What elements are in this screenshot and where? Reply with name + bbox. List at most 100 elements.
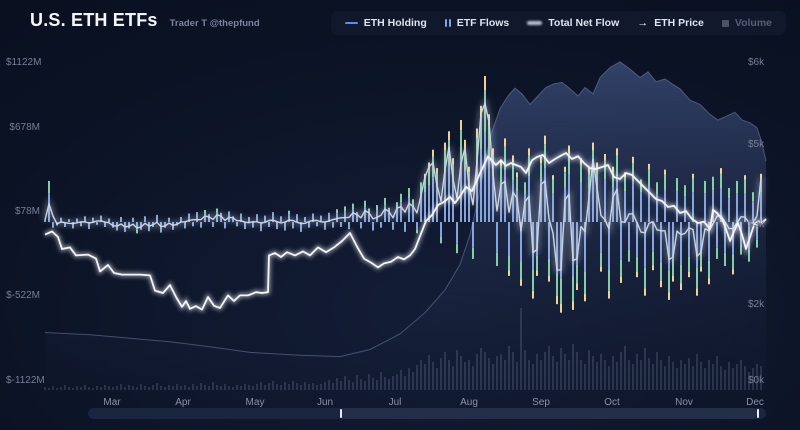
volume-bar bbox=[668, 356, 670, 390]
etf-flow-bar bbox=[580, 164, 582, 183]
scrollbar-selected-range[interactable] bbox=[340, 408, 757, 419]
legend-item-eth-holding[interactable]: ETH Holding bbox=[344, 17, 427, 29]
etf-flow-bar bbox=[508, 270, 510, 276]
volume-bar bbox=[708, 360, 710, 390]
etf-flow-bar bbox=[284, 222, 286, 231]
right-axis-tick: $5k bbox=[748, 139, 765, 150]
volume-bar bbox=[720, 366, 722, 390]
etf-flow-bar bbox=[108, 218, 110, 222]
etf-flow-bar bbox=[608, 269, 610, 291]
volume-bar bbox=[276, 384, 278, 390]
etf-flow-bar bbox=[500, 165, 502, 184]
volume-bar bbox=[248, 385, 250, 390]
etf-flow-bar bbox=[512, 155, 514, 163]
etf-flow-bar bbox=[440, 236, 442, 244]
month-label: May bbox=[245, 397, 265, 408]
etf-flow-bar bbox=[704, 193, 706, 222]
etf-flow-bar bbox=[668, 292, 670, 300]
volume-bar bbox=[124, 387, 126, 390]
etf-flow-bar bbox=[44, 219, 46, 222]
volume-bar bbox=[432, 362, 434, 390]
volume-bar bbox=[588, 350, 590, 390]
volume-bar bbox=[712, 364, 714, 390]
legend: ETH Holding ETF Flows Total Net Flow → ETH P… bbox=[330, 11, 786, 35]
etf-flow-bar bbox=[688, 222, 690, 257]
etf-flow-bar bbox=[472, 247, 474, 259]
etf-flow-bar bbox=[736, 193, 738, 222]
etf-flow-bar bbox=[204, 210, 206, 214]
etf-flow-bar bbox=[448, 165, 450, 222]
volume-bar bbox=[60, 387, 62, 390]
etf-flow-bar bbox=[520, 222, 522, 262]
legend-item-etf-flows[interactable]: ETF Flows bbox=[444, 17, 509, 29]
volume-bar bbox=[252, 386, 254, 390]
volume-bar bbox=[492, 364, 494, 390]
etf-flow-bar bbox=[200, 222, 202, 228]
etf-flow-bar bbox=[288, 210, 290, 215]
legend-item-volume[interactable]: Volume bbox=[721, 17, 772, 29]
etf-flow-bar bbox=[460, 158, 462, 222]
volume-bar bbox=[152, 385, 154, 390]
etf-flow-bar bbox=[524, 182, 526, 195]
etf-flow-bar bbox=[620, 276, 622, 283]
etf-flow-bar bbox=[732, 254, 734, 270]
arrow-line-icon: → bbox=[637, 17, 649, 29]
legend-item-total-net-flow[interactable]: Total Net Flow bbox=[527, 17, 619, 29]
etf-flow-bar bbox=[368, 208, 370, 213]
etf-flow-bar bbox=[344, 206, 346, 212]
volume-bar bbox=[176, 384, 178, 390]
etf-flow-bar bbox=[648, 169, 650, 186]
etf-flow-bar bbox=[408, 188, 410, 199]
volume-bar bbox=[220, 386, 222, 390]
etf-flow-bar bbox=[252, 222, 254, 228]
volume-bar bbox=[524, 350, 526, 390]
volume-bar bbox=[692, 366, 694, 390]
etf-flow-bar bbox=[276, 222, 278, 230]
volume-bar bbox=[560, 348, 562, 390]
volume-bar bbox=[444, 352, 446, 390]
volume-bar bbox=[756, 364, 758, 390]
month-label: Dec bbox=[746, 397, 764, 408]
etf-flow-bar bbox=[420, 194, 422, 222]
etf-flow-bar bbox=[312, 213, 314, 222]
etf-flow-bar bbox=[724, 222, 726, 253]
etf-flow-bar bbox=[392, 222, 394, 230]
etf-flow-bar bbox=[684, 185, 686, 197]
volume-bar bbox=[340, 381, 342, 390]
legend-item-eth-price[interactable]: → ETH Price bbox=[637, 17, 704, 29]
volume-bar bbox=[616, 362, 618, 390]
time-range-scrollbar[interactable] bbox=[88, 408, 766, 419]
etf-flow-bar bbox=[508, 255, 510, 271]
line-icon bbox=[344, 22, 358, 24]
etf-flow-bar bbox=[752, 201, 754, 222]
etf-flow-bar bbox=[216, 208, 218, 213]
etf-flow-bar bbox=[744, 175, 746, 180]
volume-bar bbox=[336, 378, 338, 390]
volume-bar bbox=[528, 360, 530, 390]
etf-flow-bar bbox=[740, 244, 742, 255]
etf-flow-bar bbox=[532, 269, 534, 291]
volume-bar bbox=[620, 352, 622, 390]
etf-flow-bar bbox=[708, 278, 710, 285]
etf-flow-bar bbox=[412, 199, 414, 207]
etf-flow-bar bbox=[712, 190, 714, 222]
etf-flow-bar bbox=[688, 256, 690, 272]
volume-bar bbox=[664, 366, 666, 390]
volume-bar bbox=[52, 386, 54, 390]
volume-bar bbox=[172, 386, 174, 390]
etf-flow-bar bbox=[396, 208, 398, 222]
scrollbar-handle-left[interactable] bbox=[340, 409, 342, 418]
etf-flow-bar bbox=[704, 180, 706, 194]
volume-bar bbox=[272, 381, 274, 390]
scrollbar-handle-right[interactable] bbox=[757, 409, 759, 418]
left-axis-tick: $78M bbox=[14, 206, 40, 217]
etf-flow-bar bbox=[192, 222, 194, 227]
volume-bar bbox=[388, 379, 390, 390]
month-label: Aug bbox=[460, 397, 478, 408]
etf-flow-bar bbox=[48, 180, 50, 194]
etf-flow-bar bbox=[188, 213, 190, 222]
volume-bar bbox=[208, 386, 210, 390]
etf-flow-bar bbox=[572, 276, 574, 302]
